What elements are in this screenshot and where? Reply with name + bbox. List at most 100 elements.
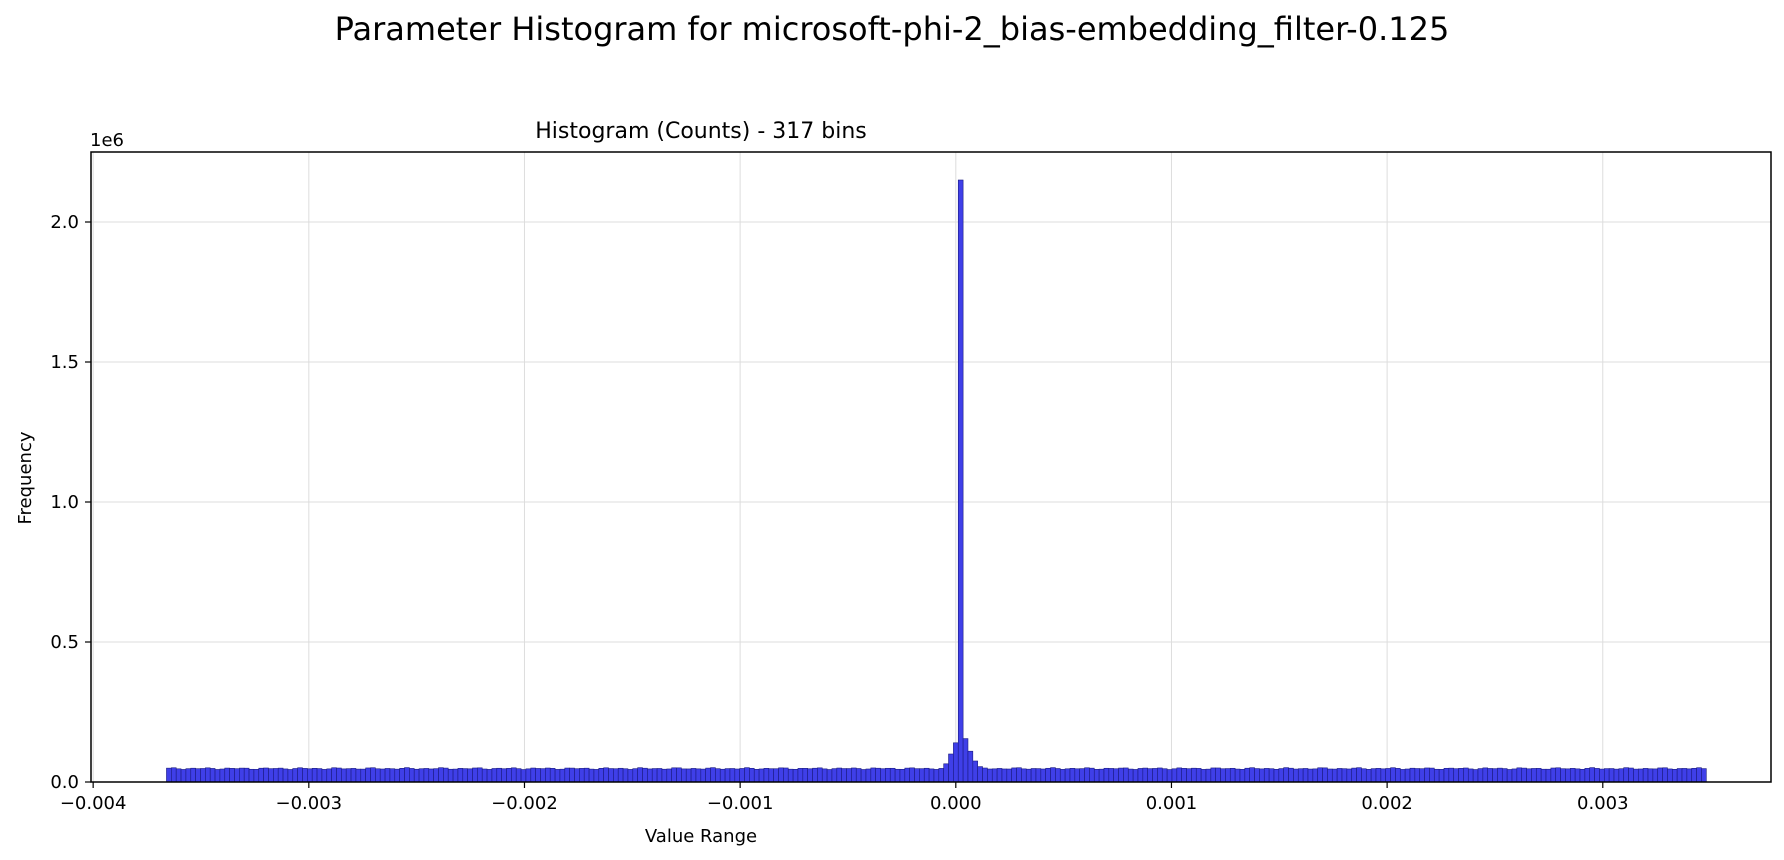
y-offset-label: 1e6	[90, 130, 124, 151]
histogram-bar	[433, 768, 439, 783]
histogram-bar	[821, 768, 828, 783]
histogram-bar	[1613, 768, 1620, 783]
histogram-bar	[1584, 768, 1591, 783]
histogram-bar	[1433, 768, 1440, 783]
histogram-bar	[1327, 768, 1333, 783]
histogram-bar	[1642, 768, 1649, 783]
histogram-bar	[919, 768, 925, 783]
histogram-bar	[1599, 768, 1605, 783]
histogram-bar	[379, 768, 386, 783]
histogram-bar	[1399, 769, 1406, 783]
histogram-bar	[185, 768, 192, 783]
histogram-bar	[307, 768, 313, 783]
histogram-bar	[345, 768, 352, 783]
histogram-bar	[549, 768, 556, 783]
histogram-bar	[1025, 768, 1032, 783]
histogram-bar	[1331, 768, 1338, 783]
histogram-bar	[1263, 768, 1270, 783]
histogram-bar	[341, 768, 347, 783]
histogram-bar	[1652, 768, 1659, 783]
histogram-bar	[302, 768, 308, 783]
histogram-bar	[1171, 768, 1178, 783]
histogram-bar	[273, 768, 279, 783]
histogram-bar	[1297, 768, 1304, 783]
histogram-bar	[1395, 768, 1401, 783]
histogram-bar	[1322, 767, 1328, 783]
histogram-bar	[1118, 767, 1124, 783]
histogram-bar	[899, 768, 906, 783]
histogram-bar	[1628, 767, 1634, 783]
histogram-bar	[826, 769, 833, 783]
figure-title: Parameter Histogram for microsoft-phi-2_…	[335, 10, 1450, 48]
histogram-bar	[1424, 767, 1430, 783]
histogram-bar	[1195, 768, 1202, 783]
histogram-bar	[603, 767, 609, 783]
histogram-bar	[1307, 768, 1314, 783]
histogram-bar	[1667, 768, 1673, 783]
histogram-bar	[428, 768, 434, 783]
histogram-bar	[248, 768, 255, 783]
histogram-bar	[1341, 768, 1348, 783]
histogram-bar	[647, 768, 653, 783]
histogram-bar	[1565, 768, 1571, 783]
histogram-bar	[1016, 767, 1022, 783]
histogram-bar	[1681, 768, 1688, 783]
histogram-bar	[326, 768, 332, 783]
histogram-bar	[452, 768, 459, 783]
histogram-bar	[180, 769, 187, 783]
histogram-bar	[1001, 768, 1008, 783]
histogram-bar	[987, 768, 993, 783]
histogram-bar	[1064, 768, 1071, 783]
histogram-bar	[467, 768, 473, 783]
histogram-bar	[1603, 768, 1610, 783]
histogram-bar	[778, 767, 784, 783]
histogram-bar	[1472, 769, 1479, 783]
histogram-bar	[1254, 768, 1260, 783]
histogram-bar	[1006, 768, 1012, 783]
histogram-bar	[967, 750, 974, 783]
histogram-bar	[530, 767, 536, 783]
histogram-bar	[753, 769, 760, 783]
histogram-bar	[477, 767, 483, 783]
histogram-bar	[1463, 767, 1469, 783]
histogram-bar	[681, 768, 687, 783]
histogram-bar	[423, 768, 430, 783]
histogram-bar	[243, 767, 250, 783]
histogram-bar	[700, 768, 706, 783]
histogram-bar	[1132, 769, 1139, 783]
histogram-bar	[1686, 768, 1693, 783]
histogram-bar	[1550, 767, 1557, 783]
histogram-bar	[409, 768, 415, 783]
histogram-bar	[1098, 768, 1105, 783]
histogram-bar	[1569, 768, 1576, 783]
histogram-bar	[1152, 768, 1158, 783]
histogram-bar	[1268, 768, 1275, 783]
histogram-bar	[287, 769, 294, 783]
x-tick-label: 0.000	[930, 793, 982, 814]
histogram-bar	[355, 768, 362, 783]
histogram-bar	[1633, 768, 1639, 783]
histogram-bar	[962, 738, 969, 783]
histogram-bar	[671, 767, 677, 783]
histogram-bar	[792, 768, 799, 783]
histogram-bar	[481, 768, 488, 783]
plot-area-frame	[90, 151, 1772, 783]
histogram-bar	[758, 768, 765, 783]
histogram-bar	[525, 768, 532, 783]
histogram-bar	[394, 768, 400, 783]
histogram-bar	[656, 768, 663, 783]
x-axis-ticks: −0.004 −0.003 −0.002 −0.001 0.000 0.001 0.002 0…	[60, 782, 1629, 814]
histogram-bar	[1545, 768, 1552, 783]
histogram-bar	[1288, 767, 1294, 783]
histogram-bar	[1186, 768, 1192, 783]
histogram-bar	[1234, 768, 1241, 783]
histogram-bar	[336, 767, 342, 783]
histogram-bar	[1458, 768, 1464, 783]
histogram-bar	[894, 768, 901, 783]
y-tick-label: 1.5	[50, 352, 79, 373]
histogram-bar	[885, 767, 891, 783]
histogram-bar	[977, 766, 983, 783]
histogram-bar	[637, 767, 643, 783]
histogram-bar	[1506, 769, 1513, 783]
histogram-bar	[1657, 767, 1663, 783]
